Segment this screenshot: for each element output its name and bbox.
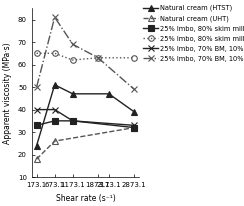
25% lmbo, 80% skim milk (HTST) xyxy=(35,124,38,127)
Natural cream (HTST) xyxy=(71,92,74,95)
Line: 25% lmbo, 70% BM, 10% AP (UHT): 25% lmbo, 70% BM, 10% AP (UHT) xyxy=(33,14,138,93)
Line: 25% lmbo, 80% skim milk (UHT): 25% lmbo, 80% skim milk (UHT) xyxy=(34,50,137,63)
25% lmbo, 80% skim milk (HTST) xyxy=(53,120,56,122)
Natural cream (HTST) xyxy=(107,92,110,95)
25% lmbo, 80% skim milk (UHT) xyxy=(97,57,100,59)
Natural cream (UHT) xyxy=(35,158,38,160)
25% lmbo, 80% skim milk (HTST) xyxy=(71,120,74,122)
25% lmbo, 70% BM, 10% AP (UHT) xyxy=(35,86,38,88)
Y-axis label: Apparent viscosity (MPa·s): Apparent viscosity (MPa·s) xyxy=(3,42,12,144)
Line: Natural cream (HTST): Natural cream (HTST) xyxy=(34,82,137,148)
25% lmbo, 70% BM, 10% AP (HTST) xyxy=(133,124,136,127)
25% lmbo, 70% BM, 10% AP (UHT) xyxy=(71,43,74,46)
25% lmbo, 80% skim milk (UHT) xyxy=(71,59,74,61)
25% lmbo, 70% BM, 10% AP (HTST) xyxy=(71,120,74,122)
25% lmbo, 80% skim milk (HTST) xyxy=(133,126,136,129)
Natural cream (UHT) xyxy=(133,126,136,129)
25% lmbo, 80% skim milk (UHT) xyxy=(35,52,38,55)
25% lmbo, 70% BM, 10% AP (UHT) xyxy=(133,88,136,91)
Legend: Natural cream (HTST), Natural cream (UHT), 25% lmbo, 80% skim milk (HTST), 25% l: Natural cream (HTST), Natural cream (UHT… xyxy=(143,5,244,62)
Line: Natural cream (UHT): Natural cream (UHT) xyxy=(34,125,137,162)
25% lmbo, 80% skim milk (UHT) xyxy=(133,57,136,59)
Natural cream (UHT) xyxy=(53,140,56,142)
X-axis label: Shear rate (s⁻¹): Shear rate (s⁻¹) xyxy=(56,194,115,202)
25% lmbo, 70% BM, 10% AP (UHT) xyxy=(53,16,56,19)
Natural cream (HTST) xyxy=(35,144,38,147)
25% lmbo, 70% BM, 10% AP (HTST) xyxy=(35,108,38,111)
25% lmbo, 70% BM, 10% AP (UHT) xyxy=(97,57,100,59)
Natural cream (HTST) xyxy=(133,111,136,113)
25% lmbo, 80% skim milk (UHT) xyxy=(53,52,56,55)
Line: 25% lmbo, 70% BM, 10% AP (HTST): 25% lmbo, 70% BM, 10% AP (HTST) xyxy=(33,106,138,129)
25% lmbo, 70% BM, 10% AP (HTST) xyxy=(53,108,56,111)
Line: 25% lmbo, 80% skim milk (HTST): 25% lmbo, 80% skim milk (HTST) xyxy=(34,118,137,130)
Natural cream (HTST) xyxy=(53,84,56,86)
